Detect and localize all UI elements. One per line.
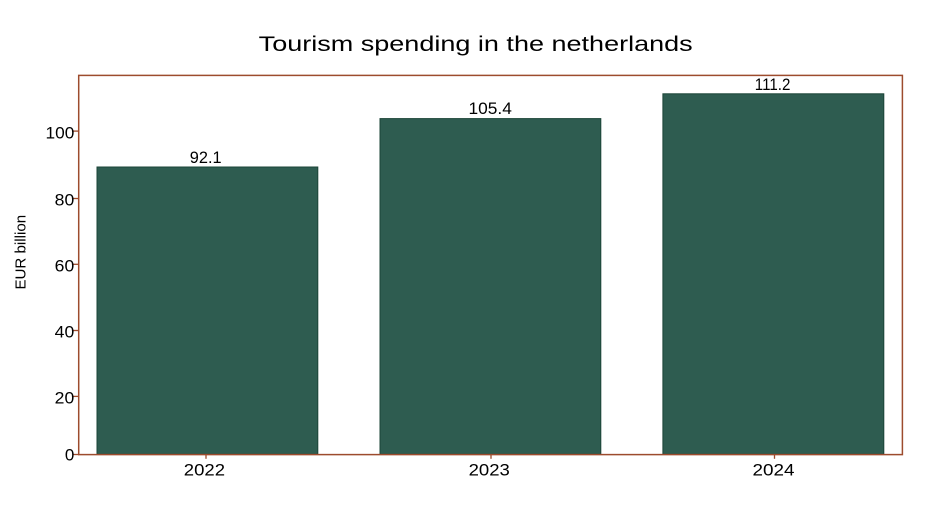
svg-text:0: 0 <box>65 445 74 464</box>
svg-text:105.4: 105.4 <box>469 99 512 118</box>
svg-text:2022: 2022 <box>184 460 225 479</box>
svg-text:Tourism spending in the nether: Tourism spending in the netherlands <box>259 32 693 56</box>
svg-text:80: 80 <box>55 191 75 210</box>
svg-text:20: 20 <box>55 389 75 408</box>
svg-text:2024: 2024 <box>753 460 795 479</box>
svg-text:92.1: 92.1 <box>190 148 222 167</box>
svg-text:40: 40 <box>55 323 75 342</box>
svg-text:60: 60 <box>55 256 75 275</box>
svg-text:EUR billion: EUR billion <box>13 215 29 290</box>
svg-text:2023: 2023 <box>469 460 510 479</box>
svg-text:111.2: 111.2 <box>755 75 791 94</box>
svg-text:100: 100 <box>46 123 75 142</box>
